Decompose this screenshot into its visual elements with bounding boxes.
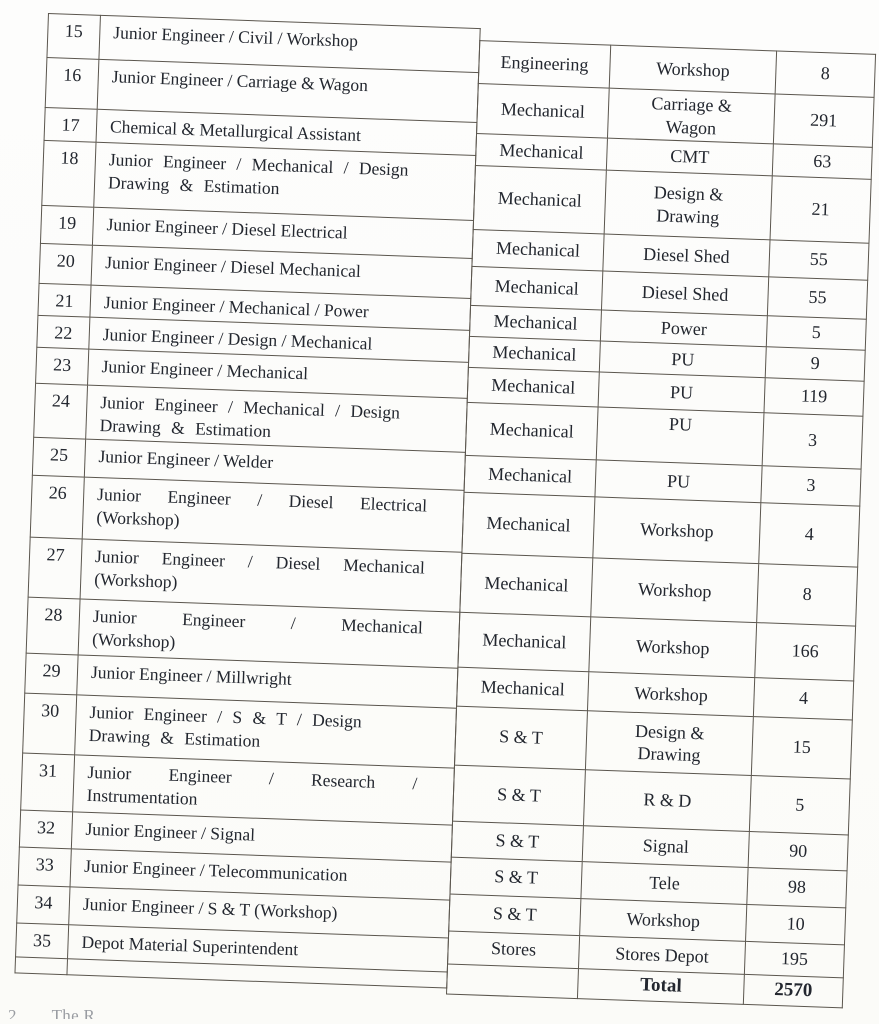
row-number-cell: 18 — [41, 140, 97, 208]
unit-cell: Workshop — [587, 671, 755, 717]
department-cell: Mechanical — [457, 612, 591, 672]
footnote-text: The R — [51, 1006, 96, 1019]
unit-cell: Workshop — [579, 898, 747, 942]
unit-cell: Carriage & Wagon — [607, 88, 776, 144]
unit-cell: Diesel Shed — [601, 271, 769, 316]
count-cell: 4 — [753, 677, 854, 721]
department-cell: S & T — [451, 821, 584, 862]
count-cell: 90 — [748, 831, 849, 871]
department-cell: Mechanical — [459, 553, 593, 617]
department-cell: Mechanical — [464, 455, 597, 497]
department-cell: S & T — [452, 765, 586, 826]
count-cell: 8 — [775, 50, 876, 98]
count-cell: 119 — [763, 377, 865, 417]
count-cell: 8 — [756, 563, 858, 627]
count-cell: 3 — [762, 412, 863, 470]
unit-cell: PU — [594, 459, 763, 503]
total-label: Total — [577, 968, 745, 1005]
department-cell: Mechanical — [467, 367, 600, 407]
row-number-cell: 24 — [33, 383, 88, 440]
row-number-cell: 34 — [16, 884, 71, 925]
department-cell: Mechanical — [473, 165, 607, 235]
unit-cell: Tele — [580, 861, 749, 905]
department-cell: S & T — [448, 894, 581, 936]
row-number-cell: 20 — [39, 243, 93, 286]
scan-skew-wrapper: 15 Junior Engineer / Civil / Workshop 16 Ju… — [14, 13, 878, 1021]
unit-cell: PU — [596, 406, 764, 466]
empty-cell — [446, 964, 579, 999]
left-table-body: 15 Junior Engineer / Civil / Workshop 16 Ju… — [14, 13, 481, 989]
department-cell: Stores — [447, 931, 580, 969]
unit-cell: Workshop — [609, 45, 777, 94]
row-number-cell: 17 — [44, 107, 98, 143]
count-cell: 55 — [768, 239, 869, 281]
unit-cell: Design & Drawing — [604, 170, 773, 240]
count-cell: 63 — [772, 143, 873, 180]
posts-table-left: 15 Junior Engineer / Civil / Workshop 16 Ju… — [14, 13, 481, 989]
count-cell: 55 — [767, 276, 868, 320]
count-cell: 3 — [760, 465, 862, 507]
row-number-cell: 29 — [24, 653, 79, 695]
row-number-cell: 15 — [46, 13, 101, 60]
unit-cell: Workshop — [592, 496, 761, 564]
department-cell: Mechanical — [470, 266, 603, 310]
total-value: 2570 — [743, 974, 844, 1008]
unit-cell: PU — [598, 371, 766, 413]
footnote-number: 2. — [8, 1006, 22, 1019]
row-number-cell: 16 — [45, 57, 99, 110]
row-number-cell: 33 — [18, 847, 72, 887]
right-table-body: Engineering Workshop 8 Mechanical Carriage &… — [446, 40, 876, 1008]
row-number-cell: 28 — [26, 597, 81, 655]
department-cell: Mechanical — [476, 83, 610, 139]
empty-cell — [14, 956, 68, 975]
row-number-cell: 30 — [22, 693, 77, 755]
row-number-cell: 31 — [20, 753, 75, 812]
department-cell: S & T — [454, 706, 588, 770]
count-cell: 5 — [749, 775, 851, 835]
unit-cell: Diesel Shed — [602, 234, 771, 277]
unit-cell: Workshop — [590, 557, 759, 623]
row-number-cell: 27 — [28, 537, 83, 599]
count-cell: 5 — [766, 315, 867, 351]
department-cell: Mechanical — [468, 336, 601, 372]
footnote-fragment: 2. The R — [8, 1006, 95, 1019]
count-cell: 98 — [746, 867, 848, 908]
row-number-cell: 32 — [19, 810, 73, 849]
count-cell: 10 — [745, 904, 846, 945]
department-cell: Mechanical — [461, 492, 595, 558]
row-number-cell: 35 — [15, 922, 69, 959]
count-cell: 291 — [773, 93, 875, 148]
count-cell: 195 — [744, 941, 845, 978]
count-cell: 9 — [765, 346, 866, 382]
unit-cell: Signal — [582, 825, 750, 868]
count-cell: 21 — [770, 175, 872, 244]
department-cell: Engineering — [478, 40, 611, 89]
count-cell: 15 — [751, 716, 853, 779]
department-cell: Mechanical — [469, 305, 602, 341]
department-cell: Mechanical — [465, 402, 599, 460]
posts-table-right: Engineering Workshop 8 Mechanical Carriage &… — [446, 40, 876, 1008]
count-cell: 4 — [758, 502, 860, 568]
row-number-cell: 21 — [37, 283, 92, 318]
unit-cell: Design & Drawing — [585, 710, 754, 776]
row-number-cell: 22 — [36, 315, 90, 350]
department-cell: Mechanical — [471, 229, 605, 272]
department-cell: Mechanical — [475, 133, 608, 171]
row-number-cell: 26 — [30, 475, 85, 540]
count-cell: 166 — [754, 622, 856, 682]
row-number-cell: 23 — [35, 347, 89, 386]
unit-cell: R & D — [583, 769, 752, 832]
department-cell: S & T — [449, 857, 583, 899]
department-cell: Mechanical — [456, 667, 589, 711]
unit-cell: Workshop — [588, 616, 757, 678]
row-number-cell: 19 — [40, 205, 94, 246]
row-number-cell: 25 — [32, 437, 86, 478]
